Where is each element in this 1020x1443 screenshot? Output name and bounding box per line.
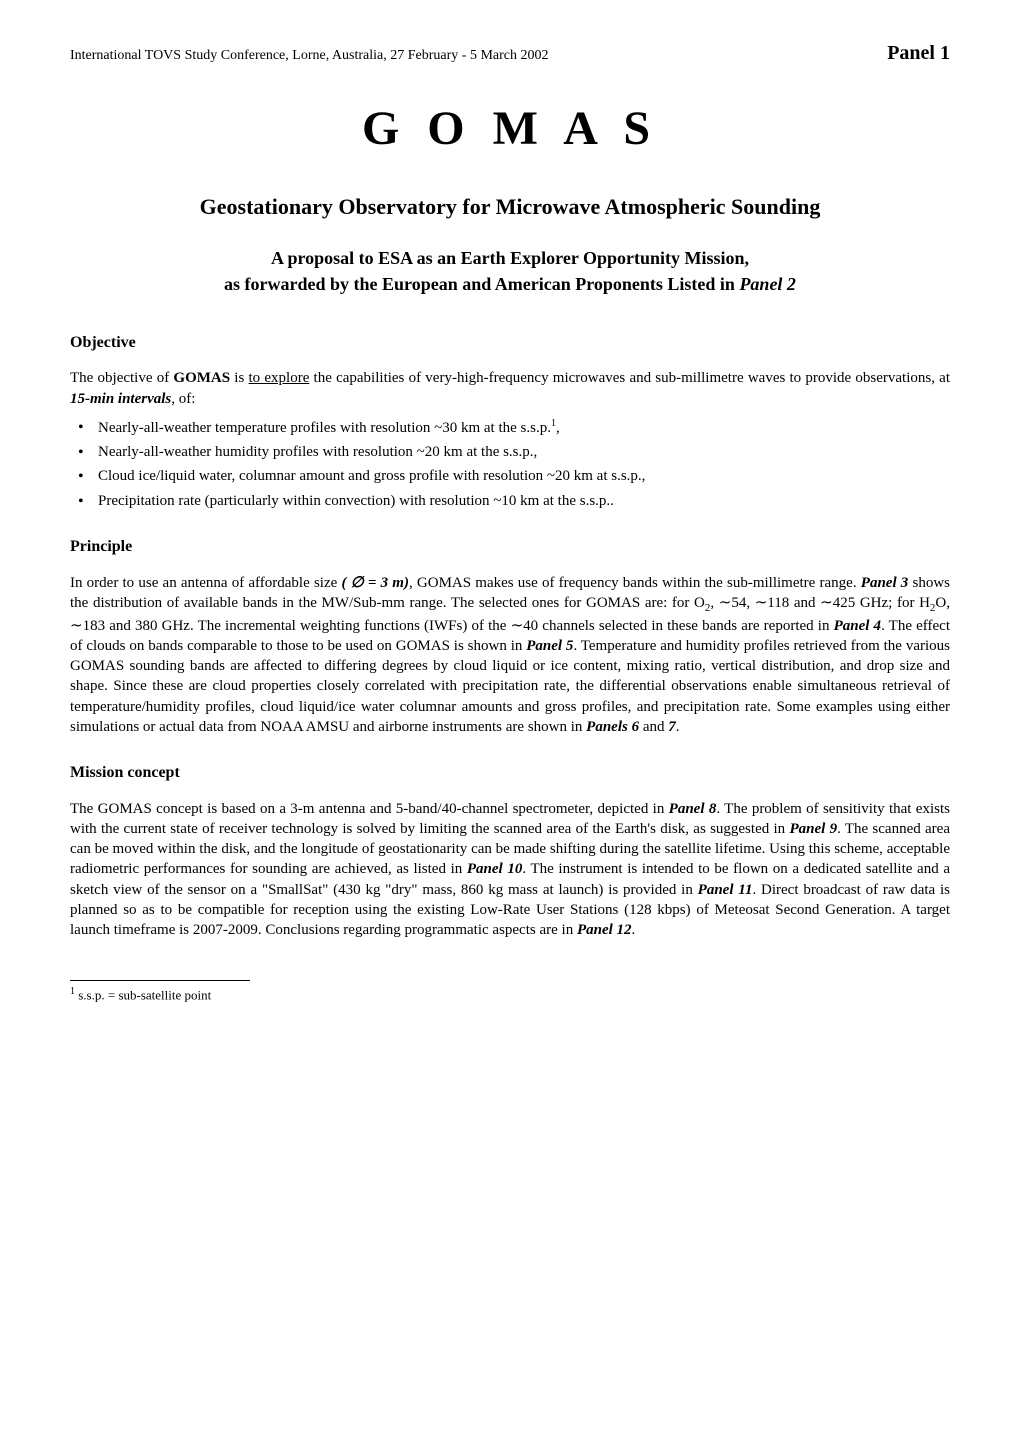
mis-a: The GOMAS concept is based on a 3-m ante… (70, 801, 669, 817)
prin-panel7: 7 (668, 719, 676, 735)
bullet-2: Nearly-all-weather humidity profiles wit… (98, 444, 537, 460)
proposal-panel-ref: Panel 2 (739, 274, 796, 294)
footnote-text: s.s.p. = sub-satellite point (75, 988, 211, 1003)
objective-intro: The objective of GOMAS is to explore the… (70, 368, 950, 409)
prin-f: , ∼54, ∼118 and ∼425 GHz; for H (710, 595, 930, 611)
list-item: Precipitation rate (particularly within … (70, 491, 950, 511)
list-item: Nearly-all-weather temperature profiles … (70, 417, 950, 438)
main-title: G O M A S (70, 97, 950, 162)
mis-panel12: Panel 12 (577, 922, 632, 938)
subtitle: Geostationary Observatory for Microwave … (70, 192, 950, 222)
mis-k: . (632, 922, 636, 938)
footnote: 1 s.s.p. = sub-satellite point (70, 985, 950, 1004)
mis-panel8: Panel 8 (669, 801, 717, 817)
header-panel-number: Panel 1 (887, 40, 950, 67)
principle-para: In order to use an antenna of affordable… (70, 573, 950, 738)
mis-panel9: Panel 9 (789, 821, 837, 837)
obj-interval: 15-min intervals (70, 391, 171, 407)
prin-o: . (676, 719, 680, 735)
bullet-1a: Nearly-all-weather temperature profiles … (98, 420, 551, 436)
proposal-line1: A proposal to ESA as an Earth Explorer O… (271, 248, 749, 268)
bullet-1b: , (556, 420, 560, 436)
prin-panel4: Panel 4 (834, 618, 881, 634)
objective-bullets: Nearly-all-weather temperature profiles … (70, 417, 950, 511)
mission-para: The GOMAS concept is based on a 3-m ante… (70, 799, 950, 941)
obj-explore: to explore (249, 370, 310, 386)
obj-gomas: GOMAS (173, 370, 230, 386)
prin-a: In order to use an antenna of affordable… (70, 575, 341, 591)
prin-c: , GOMAS makes use of frequency bands wit… (409, 575, 861, 591)
prin-diameter: ( ∅ = 3 m) (341, 575, 409, 591)
mis-panel11: Panel 11 (698, 882, 753, 898)
header-conference: International TOVS Study Conference, Lor… (70, 47, 548, 66)
footnote-separator (70, 980, 250, 981)
mission-heading: Mission concept (70, 762, 950, 784)
obj-text-g: , of: (171, 391, 195, 407)
prin-m: and (639, 719, 668, 735)
prin-panels6: Panels 6 (586, 719, 639, 735)
bullet-3: Cloud ice/liquid water, columnar amount … (98, 468, 645, 484)
prin-panel5: Panel 5 (526, 638, 573, 654)
principle-heading: Principle (70, 536, 950, 558)
bullet-4: Precipitation rate (particularly within … (98, 493, 614, 509)
page-header: International TOVS Study Conference, Lor… (70, 40, 950, 67)
objective-heading: Objective (70, 332, 950, 354)
proposal-line2a: as forwarded by the European and America… (224, 274, 739, 294)
prin-panel3: Panel 3 (861, 575, 909, 591)
mis-panel10: Panel 10 (467, 861, 522, 877)
list-item: Nearly-all-weather humidity profiles wit… (70, 442, 950, 462)
obj-text-c: is (230, 370, 248, 386)
obj-text-a: The objective of (70, 370, 173, 386)
proposal-block: A proposal to ESA as an Earth Explorer O… (70, 246, 950, 296)
list-item: Cloud ice/liquid water, columnar amount … (70, 466, 950, 486)
obj-text-e: the capabilities of very-high-frequency … (309, 370, 950, 386)
